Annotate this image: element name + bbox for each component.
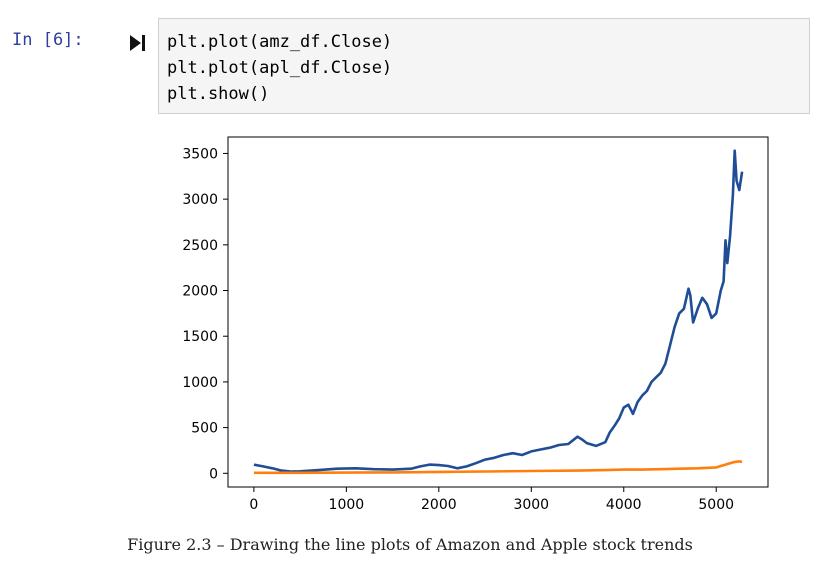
- x-tick-label: 5000: [698, 497, 734, 513]
- y-tick-label: 2500: [182, 238, 218, 254]
- y-tick-label: 2000: [182, 284, 218, 300]
- line-chart: 0 1000 2000 3000 4000 5000 0 500 1000 1500 2000 250…: [182, 136, 769, 513]
- y-tick-label: 1000: [182, 375, 218, 391]
- run-cell-icon[interactable]: [130, 34, 146, 52]
- x-tick-label: 3000: [513, 497, 549, 513]
- series-line-2: [253, 460, 743, 475]
- y-tick-label: 500: [191, 421, 218, 437]
- y-tick-label: 0: [209, 466, 218, 482]
- y-tick-label: 3000: [182, 192, 218, 208]
- code-line: plt.plot(amz_df.Close): [167, 32, 393, 52]
- figure-caption: Figure 2.3 – Drawing the line plots of A…: [127, 535, 693, 554]
- x-tick-label: 1000: [329, 497, 365, 513]
- y-tick-label: 1500: [182, 329, 218, 345]
- x-tick-label: 4000: [606, 497, 642, 513]
- y-tick-label: 3500: [182, 146, 218, 162]
- code-cell-input[interactable]: plt.plot(amz_df.Close) plt.plot(apl_df.C…: [158, 18, 810, 114]
- code-line: plt.plot(apl_df.Close): [167, 58, 393, 78]
- x-tick-label: 2000: [421, 497, 457, 513]
- series-line-1: [253, 149, 744, 473]
- plot-frame: [227, 136, 769, 488]
- code-line: plt.show(): [167, 84, 270, 104]
- x-tick-label: 0: [249, 497, 258, 513]
- cell-prompt: In [6]:: [12, 30, 84, 50]
